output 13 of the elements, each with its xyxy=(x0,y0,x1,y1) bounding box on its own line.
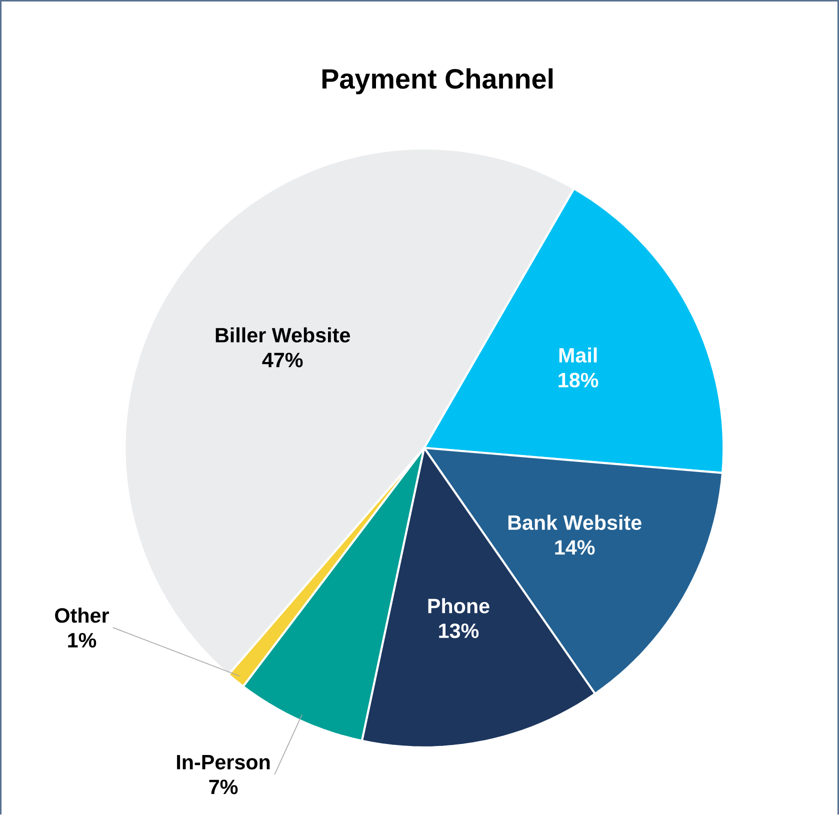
slice-label: In-Person xyxy=(177,754,270,770)
data-label: 18% xyxy=(558,372,598,388)
data-label: 13% xyxy=(439,623,479,638)
slice-label: Phone xyxy=(428,598,490,614)
data-label: 14% xyxy=(555,540,595,555)
chart-title: Payment Channel xyxy=(322,68,553,94)
slice-label: Bank Website xyxy=(508,514,642,530)
data-label: 1% xyxy=(68,632,96,648)
data-label: 47% xyxy=(262,352,303,368)
slice-label: Other xyxy=(55,607,109,623)
slice-label: Biller Website xyxy=(216,327,350,342)
slice-label: Mail xyxy=(559,347,597,362)
data-label: 7% xyxy=(209,780,238,794)
